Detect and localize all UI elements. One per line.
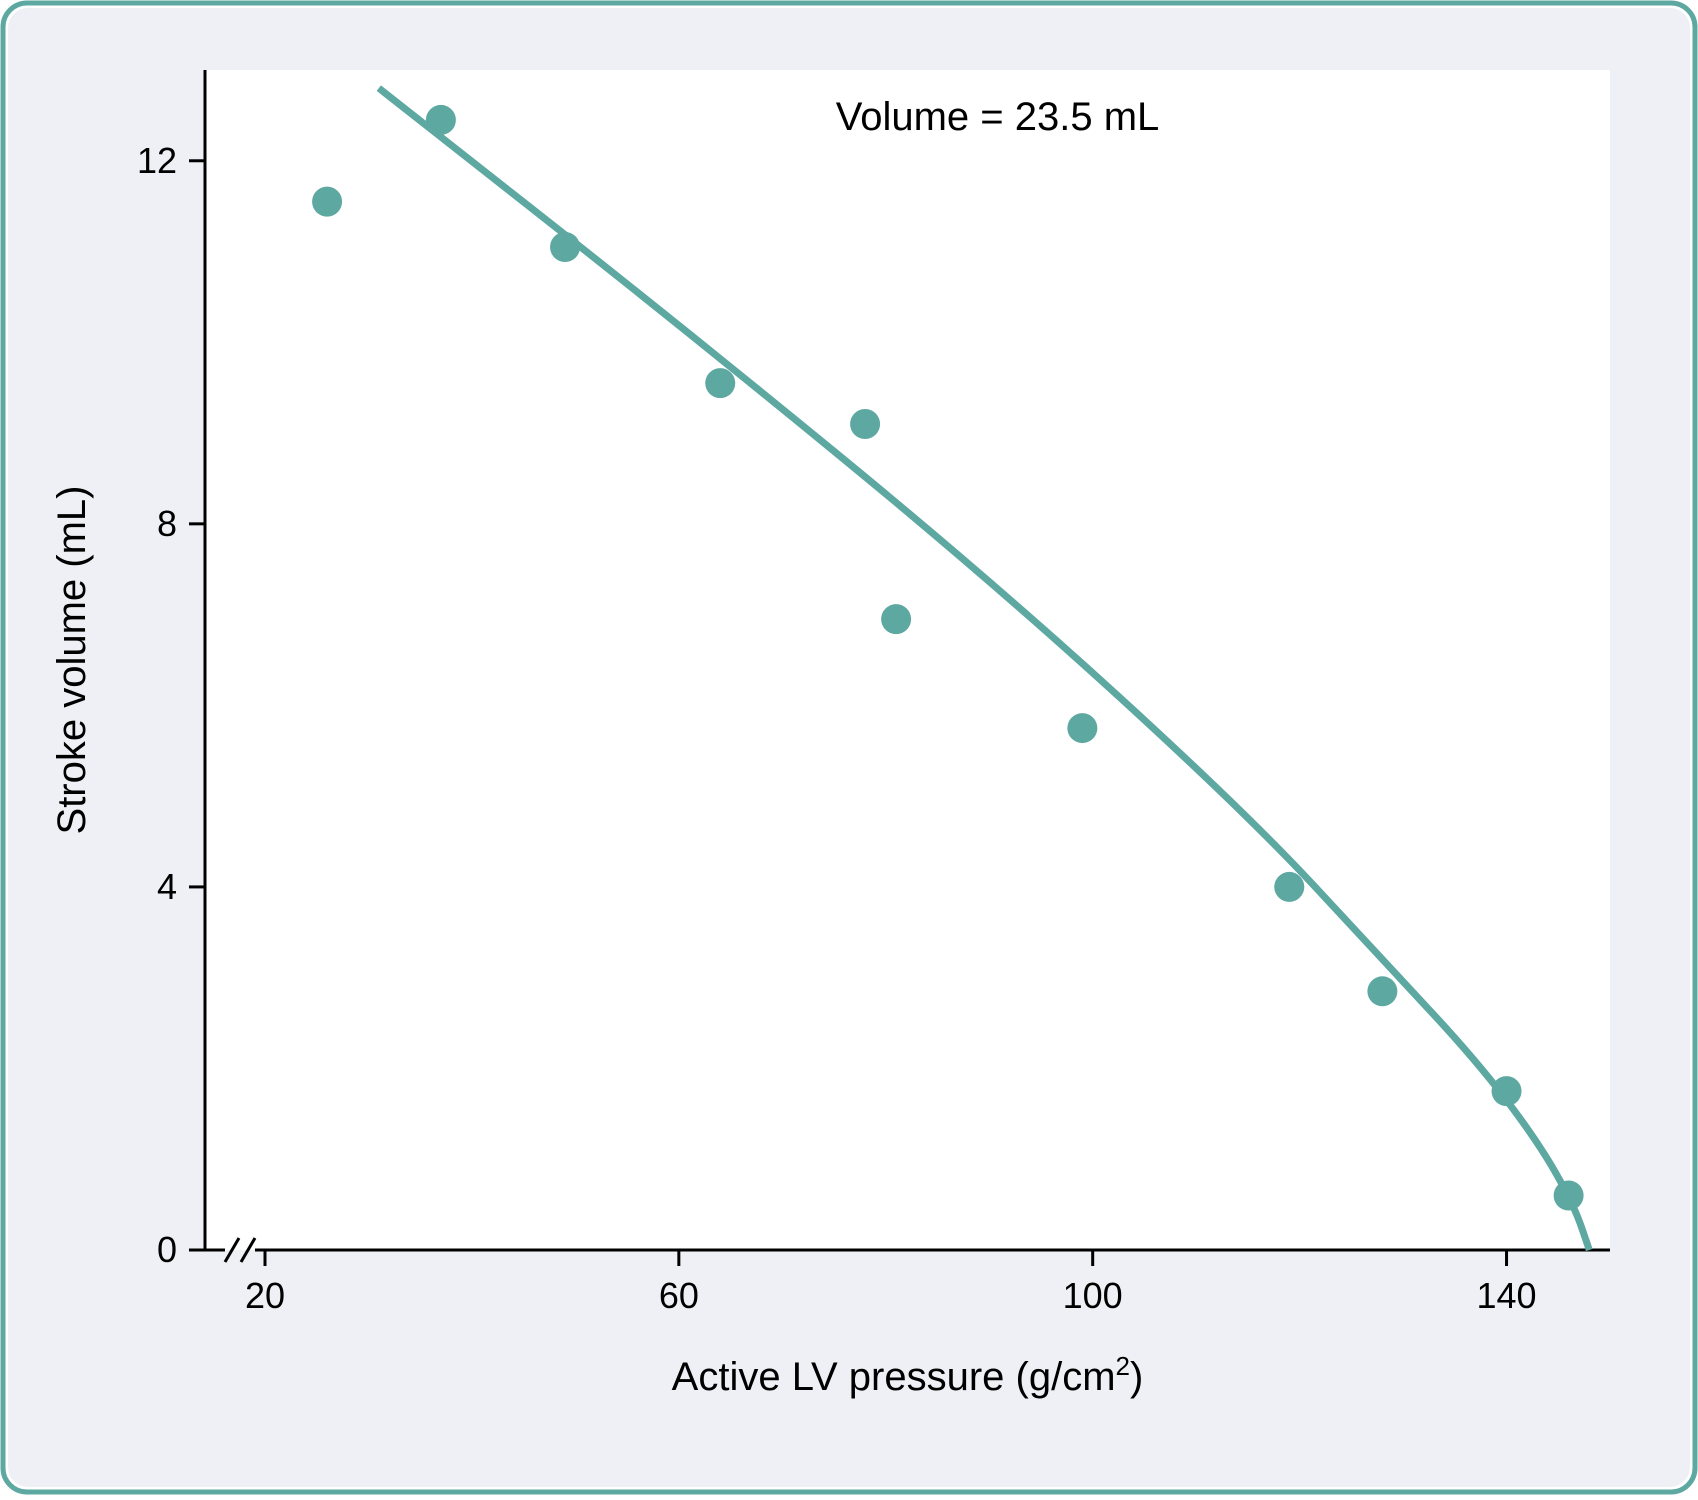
- plot-area: [205, 70, 1610, 1250]
- y-axis-title: Stroke volume (mL): [50, 486, 94, 835]
- data-point: [312, 187, 342, 217]
- chart-container: 0 4 8 12 20 60 100 140 Volume = 23.5 mL Stroke vo…: [0, 0, 1698, 1495]
- data-point: [1554, 1181, 1584, 1211]
- data-point: [426, 105, 456, 135]
- y-tick-label: 4: [157, 866, 177, 907]
- data-point: [881, 604, 911, 634]
- y-tick-label: 8: [157, 503, 177, 544]
- y-tick-label: 0: [157, 1229, 177, 1270]
- annotation-text: Volume = 23.5 mL: [836, 95, 1160, 139]
- data-point: [1274, 872, 1304, 902]
- data-point: [1367, 976, 1397, 1006]
- x-tick-label: 60: [659, 1275, 699, 1316]
- data-point: [1492, 1076, 1522, 1106]
- x-tick-label: 100: [1063, 1275, 1123, 1316]
- data-point: [705, 368, 735, 398]
- y-tick-label: 12: [137, 140, 177, 181]
- data-point: [850, 409, 880, 439]
- data-point: [1067, 713, 1097, 743]
- x-tick-label: 20: [245, 1275, 285, 1316]
- data-point: [550, 232, 580, 262]
- x-tick-label: 140: [1476, 1275, 1536, 1316]
- x-axis-title: Active LV pressure (g/cm2): [672, 1351, 1144, 1399]
